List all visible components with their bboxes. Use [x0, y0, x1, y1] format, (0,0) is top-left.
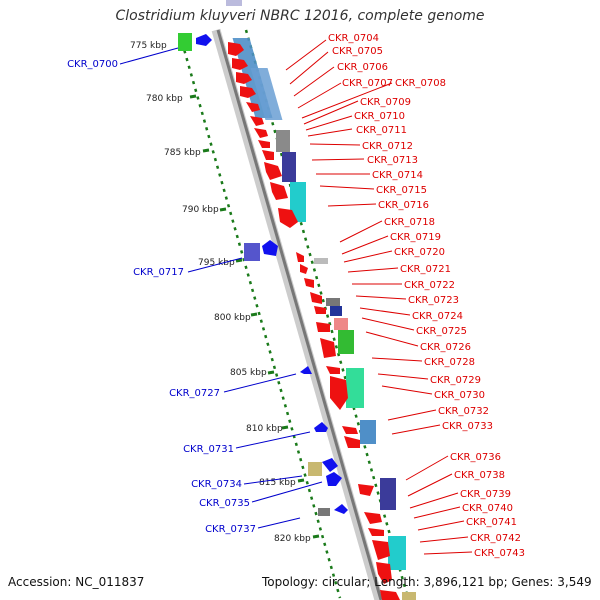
- kbp-label: 810 kbp: [246, 424, 283, 434]
- gene-label-ckr-0718: CKR_0718: [384, 217, 435, 228]
- gene-label-ckr-0729: CKR_0729: [430, 375, 481, 386]
- scale-labels: 775 kbp 780 kbp 785 kbp 790 kbp 795 kbp …: [130, 41, 311, 544]
- kbp-label: 820 kbp: [274, 534, 311, 544]
- gene-label-ckr-0709: CKR_0709: [360, 97, 411, 108]
- cog-boxes: [226, 0, 416, 600]
- reverse-genes: [196, 34, 348, 514]
- kbp-label: 815 kbp: [259, 478, 296, 488]
- forward-genes: [228, 42, 400, 600]
- gene-label-ckr-0738: CKR_0738: [454, 470, 505, 481]
- gene-label-ckr-0705: CKR_0705: [332, 46, 383, 57]
- gene-label-ckr-0727: CKR_0727: [169, 388, 220, 399]
- gene-label-ckr-0722: CKR_0722: [404, 280, 455, 291]
- gene-label-ckr-0721: CKR_0721: [400, 264, 451, 275]
- gene-label-ckr-0704: CKR_0704: [328, 33, 379, 44]
- genome-backbone: [211, 28, 384, 600]
- gene-label-ckr-0728: CKR_0728: [424, 357, 475, 368]
- gene-label-ckr-0720: CKR_0720: [394, 247, 445, 258]
- gene-label-ckr-0713: CKR_0713: [367, 155, 418, 166]
- gene-label-ckr-0717: CKR_0717: [133, 267, 184, 278]
- gene-label-ckr-0743: CKR_0743: [474, 548, 525, 559]
- accession-text: Accession: NC_011837: [8, 575, 145, 589]
- gene-label-ckr-0715: CKR_0715: [376, 185, 427, 196]
- gene-label-ckr-0710: CKR_0710: [354, 111, 405, 122]
- gene-label-ckr-0731: CKR_0731: [183, 444, 234, 455]
- gene-label-ckr-0707: CKR_0707: [342, 78, 393, 89]
- gene-label-ckr-0706: CKR_0706: [337, 62, 388, 73]
- gene-label-ckr-0712: CKR_0712: [362, 141, 413, 152]
- gene-label-ckr-0736: CKR_0736: [450, 452, 501, 463]
- gene-label-ckr-0742: CKR_0742: [470, 533, 521, 544]
- gene-label-ckr-0711: CKR_0711: [356, 125, 407, 136]
- gene-label-ckr-0732: CKR_0732: [438, 406, 489, 417]
- gene-label-ckr-0723: CKR_0723: [408, 295, 459, 306]
- kbp-label: 805 kbp: [230, 368, 267, 378]
- gene-label-ckr-0741: CKR_0741: [466, 517, 517, 528]
- reverse-callouts: [119, 47, 323, 529]
- scale-ticks: [180, 42, 320, 539]
- forward-callouts: [285, 39, 473, 555]
- gene-label-ckr-0719: CKR_0719: [390, 232, 441, 243]
- gene-label-ckr-0739: CKR_0739: [460, 489, 511, 500]
- map-title: Clostridium kluyveri NBRC 12016, complet…: [115, 8, 485, 24]
- scale-lines: [178, 29, 410, 599]
- gene-label-ckr-0708: CKR_0708: [395, 78, 446, 89]
- kbp-label: 795 kbp: [198, 258, 235, 268]
- gene-label-ckr-0724: CKR_0724: [412, 311, 463, 322]
- kbp-label: 785 kbp: [164, 148, 201, 158]
- topology-text: Topology: circular; Length: 3,896,121 bp…: [262, 575, 592, 589]
- gene-label-ckr-0726: CKR_0726: [420, 342, 471, 353]
- gene-label-ckr-0714: CKR_0714: [372, 170, 423, 181]
- reverse-cog-boxes: [178, 33, 330, 516]
- gene-label-ckr-0730: CKR_0730: [434, 390, 485, 401]
- gene-label-ckr-0740: CKR_0740: [462, 503, 513, 514]
- forward-gene-labels: CKR_0704 CKR_0705 CKR_0706 CKR_0707 CKR_…: [328, 33, 525, 559]
- kbp-label: 780 kbp: [146, 94, 183, 104]
- gene-label-ckr-0700: CKR_0700: [67, 59, 118, 70]
- gene-label-ckr-0735: CKR_0735: [199, 498, 250, 509]
- gene-label-ckr-0725: CKR_0725: [416, 326, 467, 337]
- gene-label-ckr-0716: CKR_0716: [378, 200, 429, 211]
- kbp-label: 790 kbp: [182, 205, 219, 215]
- kbp-label: 775 kbp: [130, 41, 167, 51]
- gene-label-ckr-0734: CKR_0734: [191, 479, 242, 490]
- gene-label-ckr-0737: CKR_0737: [205, 524, 256, 535]
- gene-label-ckr-0733: CKR_0733: [442, 421, 493, 432]
- reverse-gene-labels: CKR_0700 CKR_0717 CKR_0727 CKR_0731 CKR_…: [67, 59, 256, 535]
- kbp-label: 800 kbp: [214, 313, 251, 323]
